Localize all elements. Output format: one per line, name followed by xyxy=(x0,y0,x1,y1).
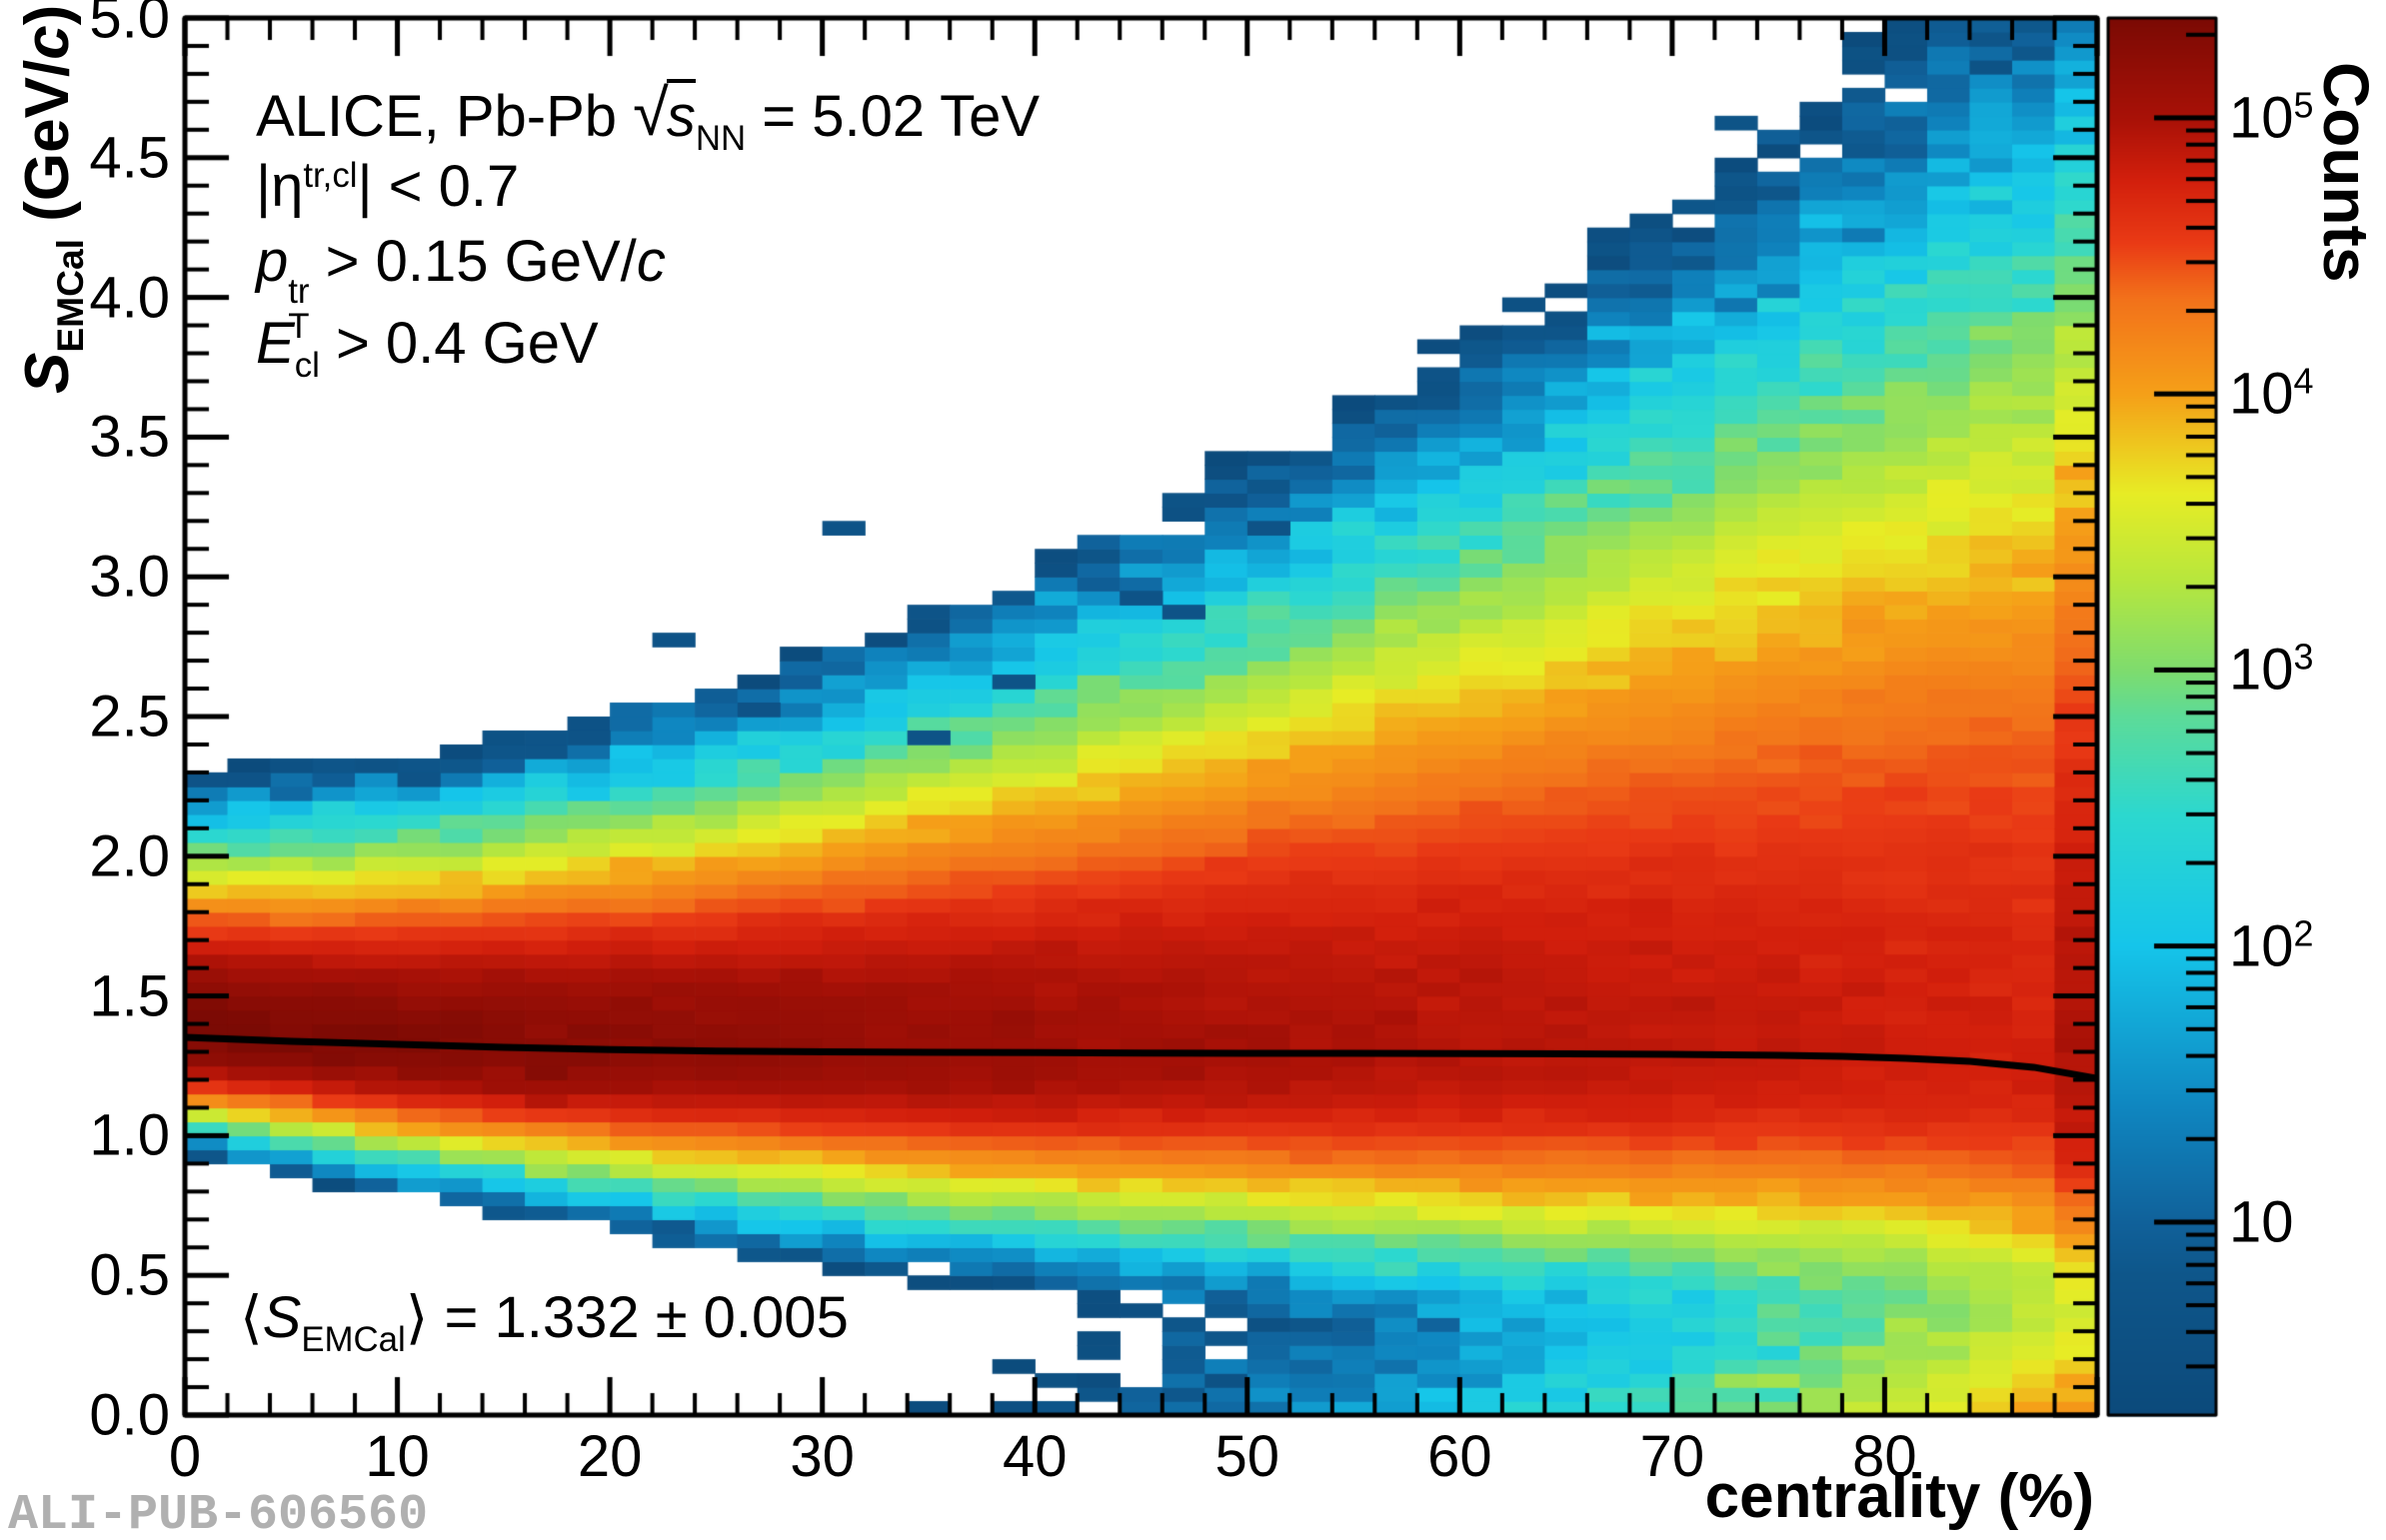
x-tick-label: 50 xyxy=(1214,1424,1280,1489)
x-tick-label: 70 xyxy=(1639,1424,1705,1489)
x-tick-label: 10 xyxy=(365,1424,430,1489)
y-tick-label: 3.5 xyxy=(89,404,170,470)
y-tick-label: 5.0 xyxy=(89,0,170,51)
z-tick-label: 105 xyxy=(2229,84,2314,151)
x-tick-label: 30 xyxy=(790,1424,855,1489)
y-tick-label: 3.0 xyxy=(89,544,170,610)
z-tick-label: 104 xyxy=(2229,360,2314,427)
y-tick-label: 2.5 xyxy=(89,684,170,750)
mean-value-label: ⟨SEMCal⟩ = 1.332 ± 0.005 xyxy=(240,1285,849,1359)
x-tick-label: 0 xyxy=(168,1424,202,1489)
y-tick-label: 0.5 xyxy=(89,1242,170,1308)
y-tick-label: 1.5 xyxy=(89,963,170,1029)
z-tick-label: 10 xyxy=(2229,1189,2294,1255)
x-tick-label: 20 xyxy=(577,1424,643,1489)
annotation-alice-system: ALICE, Pb-Pb √sNN = 5.02 TeV xyxy=(256,75,1041,158)
annotation-pt-cut: p tr T > 0.15 GeV/c xyxy=(256,229,666,347)
y-tick-label: 2.0 xyxy=(89,823,170,889)
z-tick-label: 102 xyxy=(2229,911,2314,979)
watermark-label: ALI-PUB-606560 xyxy=(8,1487,429,1540)
z-axis-title: Counts xyxy=(2310,62,2382,283)
y-tick-label: 4.5 xyxy=(89,125,170,191)
x-tick-label: 80 xyxy=(1852,1424,1917,1489)
x-tick-label: 60 xyxy=(1427,1424,1492,1489)
y-axis-title: SEMCal (GeV/c) xyxy=(13,4,91,394)
z-tick-label: 103 xyxy=(2229,636,2314,704)
y-tick-label: 4.0 xyxy=(89,265,170,331)
x-axis-title: centrality (%) xyxy=(1704,1462,2094,1531)
y-tick-label: 0.0 xyxy=(89,1382,170,1448)
x-tick-label: 40 xyxy=(1002,1424,1068,1489)
y-tick-label: 1.0 xyxy=(89,1102,170,1168)
annotation-energy-cut: Ecl > 0.4 GeV xyxy=(256,311,599,385)
annotation-eta-cut: |ηtr,cl| < 0.7 xyxy=(256,154,520,219)
